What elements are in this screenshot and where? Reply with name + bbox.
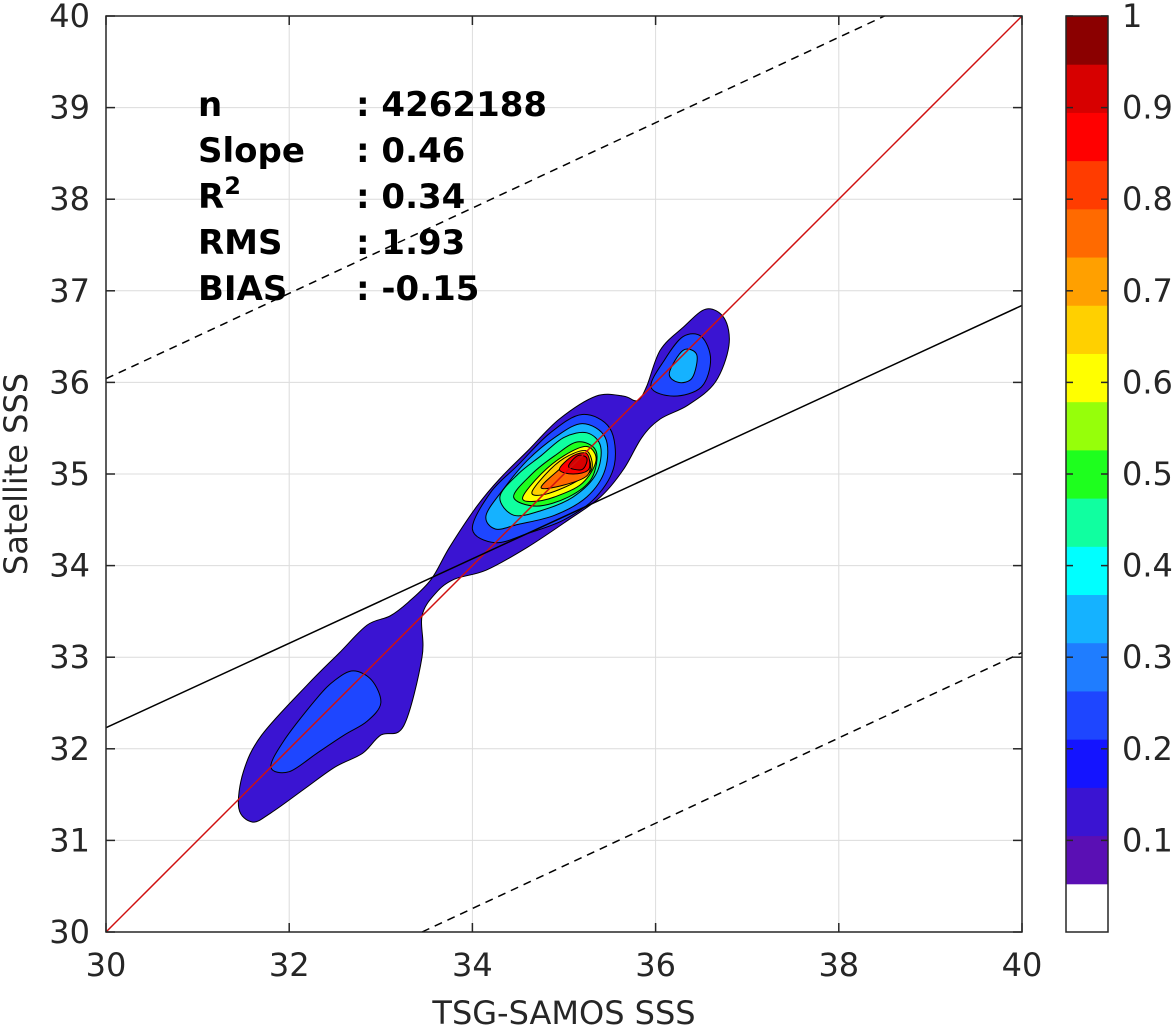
y-tick-label: 37 — [49, 272, 90, 310]
colorbar-swatch — [1066, 305, 1108, 354]
stat-label: R2 — [198, 172, 241, 217]
y-tick-label: 36 — [49, 363, 90, 401]
y-tick-label: 38 — [49, 180, 90, 218]
regression-line — [105, 304, 1023, 729]
colorbar-tick-label: 0.1 — [1122, 821, 1172, 859]
y-tick-label: 34 — [49, 547, 90, 585]
colorbar-swatch — [1066, 401, 1108, 451]
line-layer — [105, 15, 1023, 933]
colorbar-swatch — [1066, 160, 1108, 210]
stat-value: : -0.15 — [356, 269, 479, 309]
contour-layer — [237, 308, 730, 823]
x-tick-label: 40 — [1002, 946, 1043, 984]
colorbar-tick-label: 0.4 — [1122, 547, 1172, 585]
colorbar-swatch — [1066, 64, 1108, 113]
stat-value: : 0.46 — [356, 131, 465, 171]
colorbar-swatch — [1066, 498, 1108, 547]
stat-value: : 4262188 — [356, 85, 547, 125]
lower-bound-line — [421, 651, 1023, 933]
x-tick-label: 34 — [452, 946, 493, 984]
colorbar-swatch — [1066, 546, 1108, 596]
upper-bound-line — [105, 15, 885, 380]
tick-layer: 30 32 34 36 38 40 30 31 32 33 34 35 36 37 38 39 40 — [49, 0, 1042, 984]
y-tick-label: 33 — [49, 638, 90, 676]
y-tick-label: 32 — [49, 730, 90, 768]
contour-level-1 — [568, 454, 588, 471]
colorbar-tick-label: 0.3 — [1122, 638, 1172, 676]
colorbar-swatch — [1066, 594, 1108, 644]
colorbar: 0.1 0.2 0.3 0.4 0.5 0.6 0.7 0.8 0.9 1 — [1065, 0, 1172, 933]
y-tick-label: 35 — [49, 455, 90, 493]
x-tick-label: 38 — [818, 946, 859, 984]
y-tick-label: 40 — [49, 0, 90, 35]
y-tick-label: 39 — [49, 89, 90, 127]
x-tick-label: 36 — [635, 946, 676, 984]
stat-value: : 1.93 — [356, 223, 465, 263]
x-tick-label: 32 — [269, 946, 310, 984]
colorbar-swatch — [1066, 690, 1108, 740]
stat-value: : 0.34 — [356, 177, 465, 217]
stat-label: BIAS — [198, 269, 287, 309]
colorbar-tick-label: 0.8 — [1122, 180, 1172, 218]
stat-label: Slope — [198, 131, 305, 171]
y-tick-label: 31 — [49, 821, 90, 859]
x-axis-label: TSG-SAMOS SSS — [431, 994, 695, 1028]
colorbar-tick-label: 1 — [1122, 0, 1142, 35]
colorbar-swatch — [1066, 112, 1108, 162]
colorbar-swatch — [1066, 739, 1108, 788]
colorbar-tick-label: 0.9 — [1122, 89, 1172, 127]
colorbar-tick-label: 0.7 — [1122, 272, 1172, 310]
colorbar-tick-label: 0.5 — [1122, 455, 1172, 493]
stat-label: n — [198, 85, 222, 125]
x-tick-label: 30 — [86, 946, 127, 984]
colorbar-tick-label: 0.6 — [1122, 363, 1172, 401]
one-to-one-line — [105, 15, 1023, 933]
colorbar-swatch — [1066, 208, 1108, 258]
stat-label-superscript: 2 — [224, 172, 241, 200]
colorbar-swatch — [1066, 835, 1108, 885]
colorbar-swatch — [1066, 353, 1108, 403]
stat-label: RMS — [198, 223, 283, 263]
colorbar-swatch — [1066, 642, 1108, 692]
contour-level-0-3 — [668, 348, 698, 384]
y-tick-label: 30 — [49, 913, 90, 951]
colorbar-tick-label: 0.2 — [1122, 730, 1172, 768]
colorbar-swatch — [1066, 16, 1108, 65]
colorbar-swatch — [1066, 883, 1108, 933]
colorbar-swatch — [1066, 257, 1108, 306]
y-axis-label: Satellite SSS — [0, 373, 35, 575]
colorbar-swatch — [1066, 787, 1108, 837]
stats-annotation: n : 4262188 Slope : 0.46 R2 : 0.34 RMS : 1.93 BI… — [198, 85, 547, 309]
contour-level-0-2 — [270, 670, 382, 774]
